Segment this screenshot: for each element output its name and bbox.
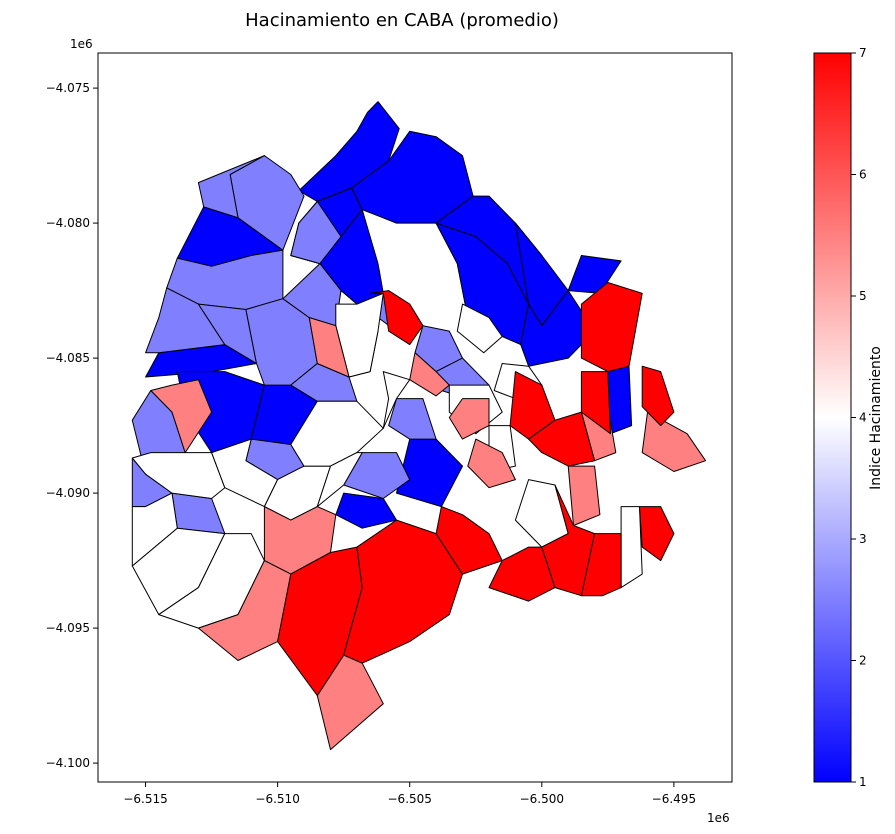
- y-axis-ticks: −4.075 −4.080 −4.085 −4.090 −4.095 −4.100: [46, 81, 98, 770]
- colorbar-tick-label: 6: [859, 168, 867, 182]
- region-r49: [456, 303, 503, 354]
- region-r53: [308, 317, 350, 378]
- region-r25: [290, 201, 342, 265]
- colorbar-ticks: 1 2 3 4 5 6 7: [851, 46, 867, 789]
- colorbar-tick-label: 3: [859, 532, 867, 546]
- y-tick-label: −4.075: [46, 81, 90, 95]
- colorbar-tick-label: 5: [859, 289, 867, 303]
- y-tick-label: −4.100: [46, 756, 90, 770]
- region-r43: [316, 452, 363, 508]
- region-r15: [335, 492, 397, 529]
- region-r18: [197, 155, 265, 219]
- region-r65: [343, 519, 463, 664]
- region-r71: [580, 371, 611, 435]
- region-r61: [641, 411, 707, 472]
- x-tick-label: −6.510: [255, 792, 299, 806]
- region-r51: [620, 506, 643, 589]
- region-r59: [467, 438, 516, 489]
- region-r37: [131, 492, 178, 567]
- axes-frame: [97, 52, 733, 783]
- region-r16: [607, 365, 633, 435]
- y-tick-label: −4.090: [46, 486, 90, 500]
- colorbar: [813, 52, 852, 783]
- region-r63: [369, 290, 424, 346]
- x-tick-label: −6.495: [652, 792, 696, 806]
- region-r75: [580, 533, 622, 597]
- region-r52: [150, 379, 213, 454]
- region-r74: [639, 506, 675, 562]
- region-r2: [351, 130, 474, 224]
- colorbar-tick-label: 1: [859, 775, 867, 789]
- region-r62: [567, 465, 601, 526]
- region-r54: [409, 352, 450, 397]
- region-r72: [580, 282, 643, 373]
- x-axis-ticks: −6.515 −6.510 −6.505 −6.500 −6.495: [123, 782, 696, 806]
- x-tick-label: −6.500: [520, 792, 564, 806]
- x-axis-offset-label: 1e6: [707, 811, 730, 825]
- colorbar-label: Indice Hacinamiento: [868, 346, 884, 490]
- y-tick-label: −4.085: [46, 351, 90, 365]
- colorbar-tick-label: 7: [859, 46, 867, 60]
- x-tick-label: −6.505: [388, 792, 432, 806]
- colorbar-tick-label: 4: [859, 411, 867, 425]
- region-r32: [388, 398, 437, 440]
- region-r50: [514, 479, 569, 548]
- colorbar-tick-label: 2: [859, 654, 867, 668]
- x-tick-label: −6.515: [123, 792, 167, 806]
- region-r24: [290, 363, 358, 402]
- choropleth-regions: [131, 101, 707, 751]
- region-r31: [171, 492, 226, 535]
- region-r44: [382, 371, 411, 429]
- region-r73: [641, 365, 675, 427]
- y-tick-label: −4.095: [46, 621, 90, 635]
- y-tick-label: −4.080: [46, 216, 90, 230]
- region-r55: [448, 398, 490, 440]
- map-title: Hacinamiento en CABA (promedio): [245, 10, 559, 31]
- y-axis-offset-label: 1e6: [70, 37, 93, 51]
